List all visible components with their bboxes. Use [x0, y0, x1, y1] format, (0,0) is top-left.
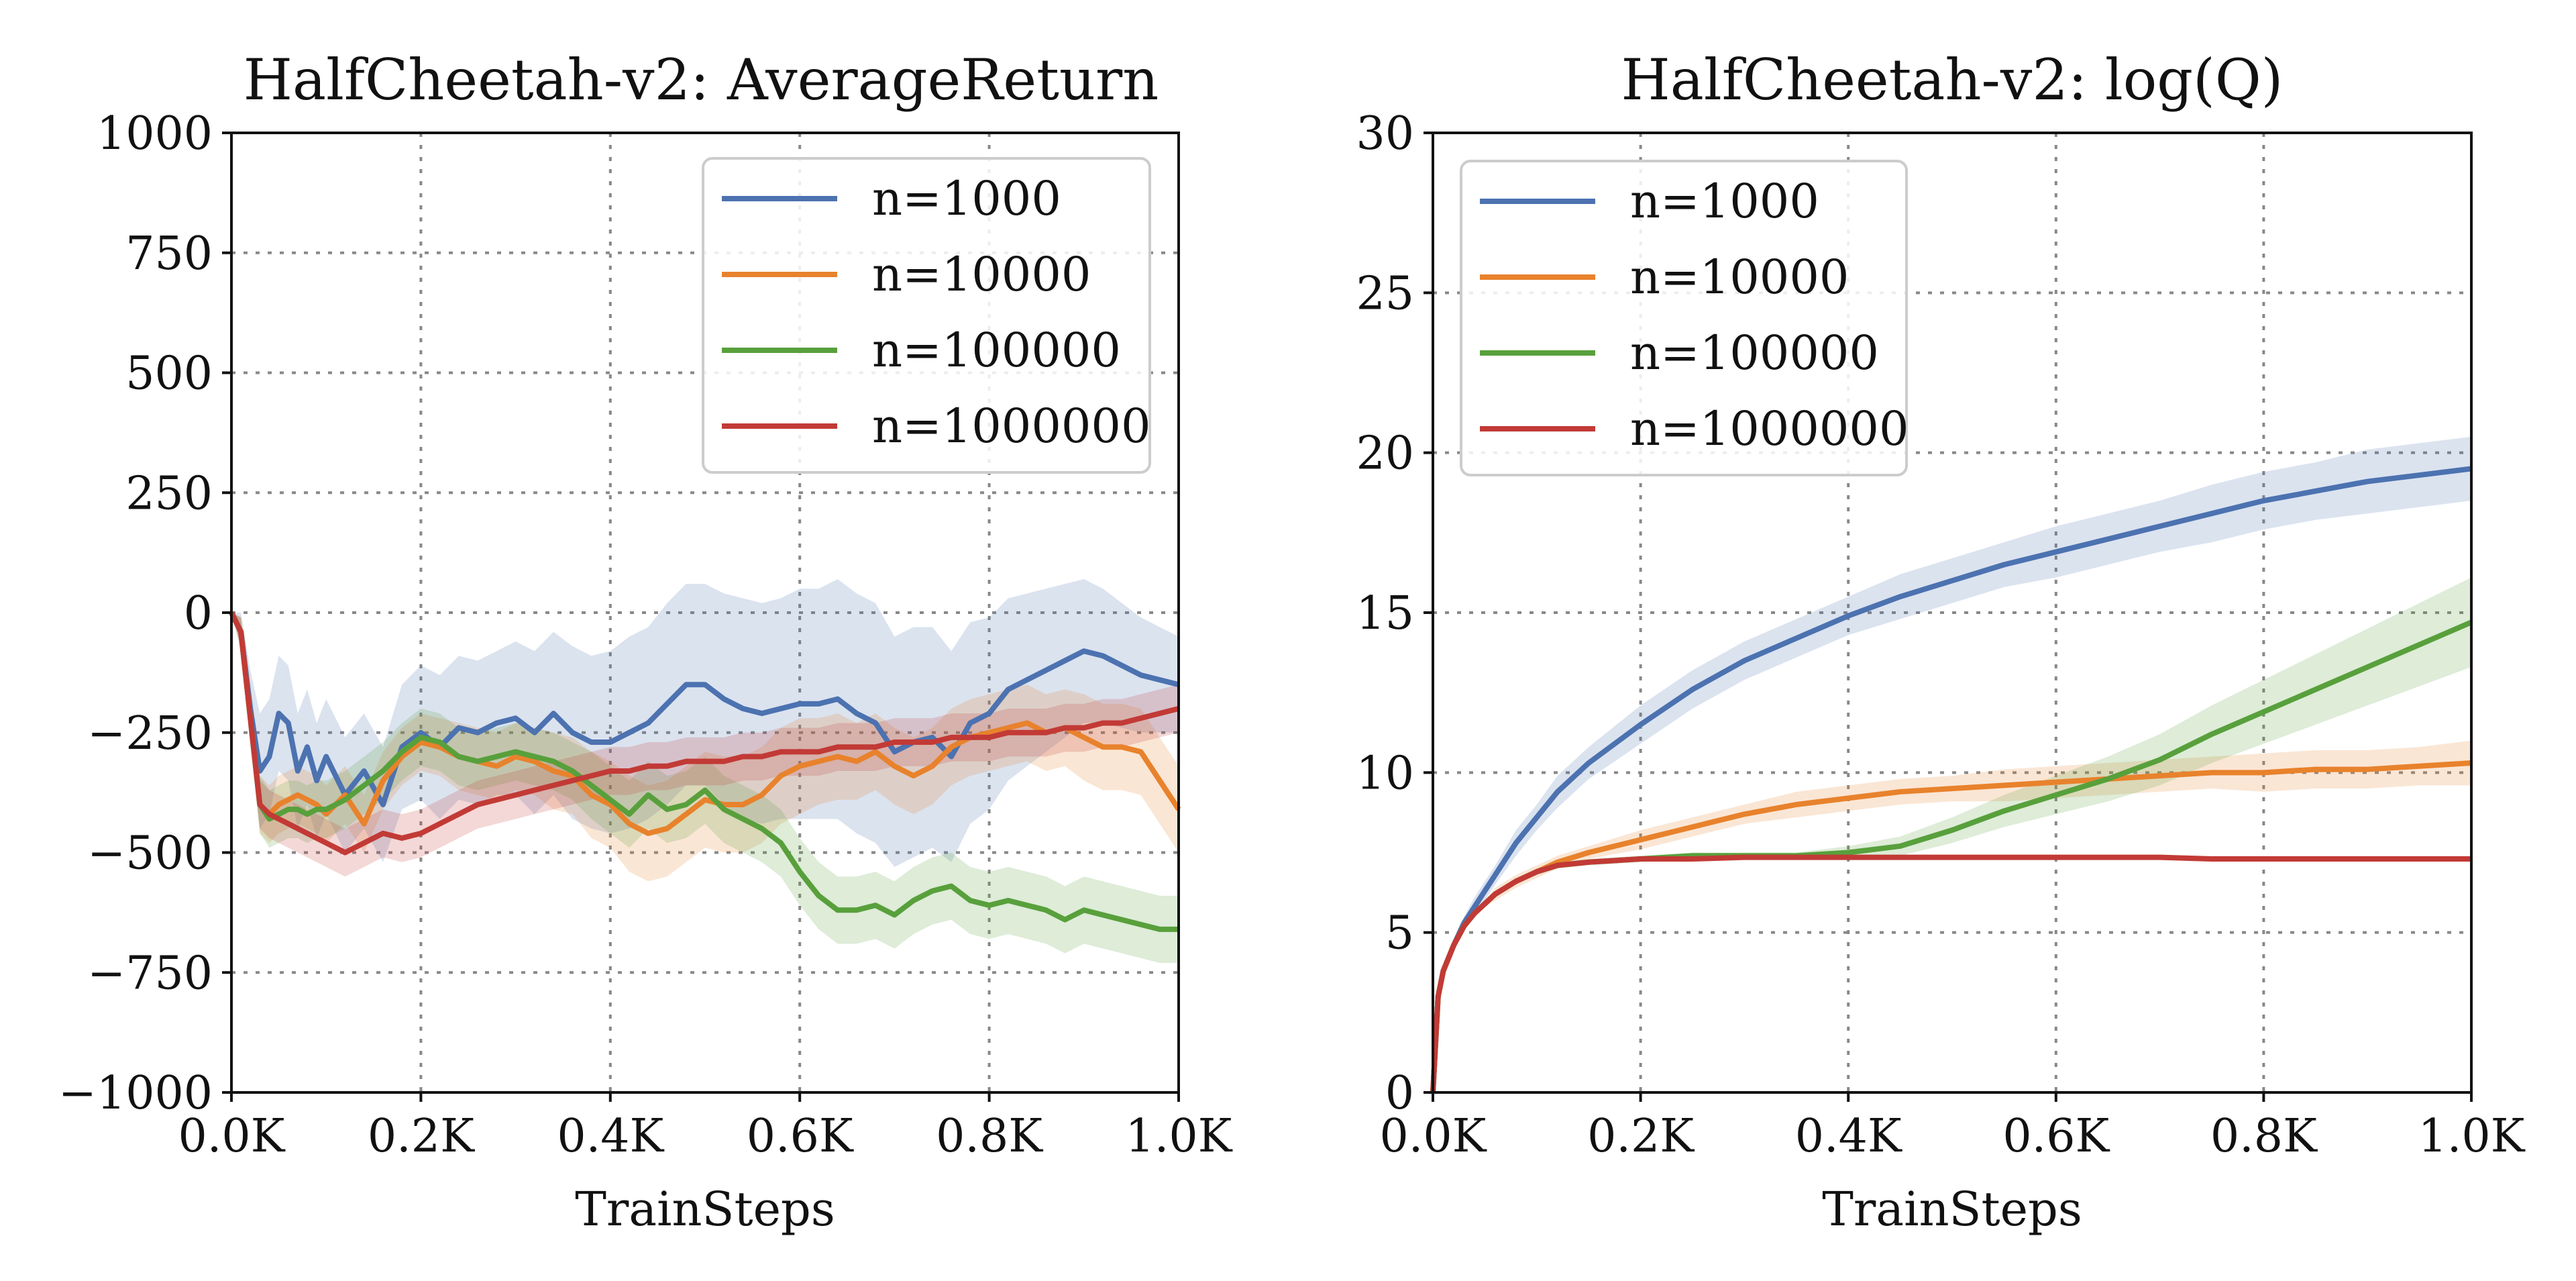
series-line	[1430, 760, 2472, 1093]
x-tick-label: 0.6K	[747, 1110, 854, 1163]
series-band	[1433, 436, 2471, 1092]
series-line	[1430, 466, 2472, 1093]
y-tick-label: 30	[1356, 107, 1414, 160]
y-tick-label: 250	[125, 467, 213, 520]
x-tick-label: 1.0K	[1126, 1110, 1233, 1163]
y-tick-label: 500	[125, 348, 213, 401]
series-band	[231, 613, 1179, 882]
series-line	[1430, 854, 2471, 1093]
y-tick-label: −750	[87, 947, 213, 1000]
legend-label: n=100000	[1630, 325, 1879, 380]
legend-label: n=1000000	[872, 399, 1151, 454]
series-line	[229, 611, 1179, 807]
y-tick-label: −250	[87, 707, 213, 760]
series-band	[231, 578, 1179, 867]
series-line	[229, 611, 1179, 856]
legend-box	[702, 157, 1151, 474]
x-tick-label: 0.2K	[368, 1110, 475, 1163]
y-tick-label: 5	[1385, 907, 1414, 960]
x-axis-label: TrainSteps	[575, 1182, 835, 1237]
legend: n=1000 n=10000 n=100000 n=1000000	[1460, 160, 1909, 476]
legend: n=1000 n=10000 n=100000 n=1000000	[702, 157, 1151, 474]
x-tick-label: 0.0K	[1380, 1110, 1487, 1163]
x-tick-label: 0.4K	[557, 1110, 664, 1163]
x-tick-label: 0.2K	[1587, 1110, 1695, 1163]
x-axis-label: TrainSteps	[1822, 1182, 2082, 1237]
series-band	[1433, 856, 2471, 1092]
chart-title: HalfCheetah-v2: log(Q)	[1621, 47, 2284, 113]
x-tick-label: 0.8K	[936, 1110, 1043, 1163]
legend-label: n=1000000	[1630, 401, 1909, 456]
legend-label: n=1000	[1630, 174, 1819, 229]
y-tick-label: −1000	[58, 1067, 213, 1120]
legend-label: n=100000	[872, 323, 1121, 378]
chart-average-return: HalfCheetah-v2: AverageReturn TrainSteps…	[58, 47, 1233, 1237]
x-tick-label: 0.0K	[178, 1110, 286, 1163]
y-tick-label: 0	[1385, 1067, 1414, 1120]
y-tick-label: 15	[1356, 587, 1414, 640]
y-tick-label: 10	[1356, 747, 1414, 800]
x-tick-label: 0.6K	[2002, 1110, 2110, 1163]
chart-title: HalfCheetah-v2: AverageReturn	[244, 47, 1159, 113]
y-tick-label: 1000	[97, 107, 213, 160]
x-tick-label: 0.4K	[1795, 1110, 1902, 1163]
y-tick-label: 0	[184, 587, 213, 640]
series-band	[1433, 740, 2471, 1092]
legend-box	[1460, 160, 1908, 476]
legend-label: n=10000	[872, 247, 1091, 302]
y-tick-label: 750	[125, 227, 213, 280]
chart-log-q: HalfCheetah-v2: log(Q) TrainSteps 0.0K 0.…	[1356, 47, 2525, 1237]
series-line	[229, 611, 1181, 836]
series-line	[229, 611, 1179, 932]
y-tick-label: 20	[1356, 427, 1414, 480]
legend-label: n=1000	[872, 171, 1061, 226]
x-tick-label: 1.0K	[2418, 1110, 2526, 1163]
series-band	[1433, 577, 2471, 1092]
y-tick-label: 25	[1356, 267, 1414, 320]
y-tick-label: −500	[87, 827, 213, 880]
x-tick-label: 0.8K	[2210, 1110, 2318, 1163]
legend-label: n=10000	[1630, 250, 1849, 305]
